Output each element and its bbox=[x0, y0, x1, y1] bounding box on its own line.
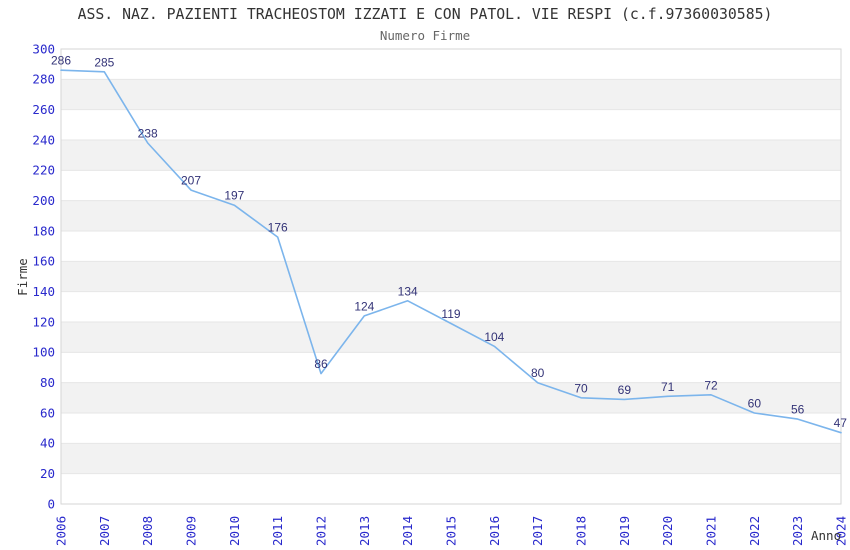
data-label: 124 bbox=[354, 299, 374, 313]
x-tick-label: 2006 bbox=[54, 516, 69, 546]
data-label: 56 bbox=[791, 403, 805, 417]
data-label: 72 bbox=[704, 378, 718, 392]
plot-band bbox=[61, 261, 841, 292]
x-axis-title: Anno bbox=[811, 528, 842, 543]
x-tick-label: 2017 bbox=[530, 516, 545, 546]
x-tick-label: 2015 bbox=[444, 516, 459, 546]
y-tick-label: 40 bbox=[40, 436, 55, 451]
plot-band bbox=[61, 322, 841, 353]
chart-title: ASS. NAZ. PAZIENTI TRACHEOSTOM IZZATI E … bbox=[77, 6, 773, 23]
x-tick-label: 2012 bbox=[314, 516, 329, 546]
plot-band bbox=[61, 140, 841, 171]
x-tick-label: 2024 bbox=[834, 516, 849, 546]
y-tick-label: 240 bbox=[32, 132, 55, 147]
y-tick-label: 280 bbox=[32, 72, 55, 87]
y-tick-label: 300 bbox=[32, 41, 55, 56]
y-tick-label: 20 bbox=[40, 466, 55, 481]
data-label: 86 bbox=[314, 357, 328, 371]
x-tick-label: 2011 bbox=[270, 516, 285, 546]
y-tick-label: 100 bbox=[32, 345, 55, 360]
chart-subtitle: Numero Firme bbox=[379, 28, 471, 43]
data-label: 70 bbox=[574, 381, 588, 395]
data-label: 104 bbox=[484, 330, 504, 344]
x-tick-label: 2018 bbox=[574, 516, 589, 546]
plot-band bbox=[61, 382, 841, 413]
data-label: 176 bbox=[268, 221, 288, 235]
y-axis-title: Firme bbox=[15, 258, 30, 296]
x-tick-label: 2022 bbox=[747, 516, 762, 546]
data-label: 119 bbox=[441, 307, 460, 321]
x-tick-label: 2021 bbox=[704, 516, 719, 546]
x-tick-label: 2016 bbox=[487, 516, 502, 546]
data-label: 60 bbox=[748, 397, 762, 411]
plot-band bbox=[61, 79, 841, 110]
y-tick-label: 260 bbox=[32, 102, 55, 117]
y-tick-label: 0 bbox=[47, 496, 55, 511]
data-label: 197 bbox=[224, 189, 244, 203]
plot-band bbox=[61, 443, 841, 474]
series-line bbox=[60, 69, 842, 434]
y-tick-label: 140 bbox=[32, 284, 55, 299]
y-tick-label: 80 bbox=[40, 375, 55, 390]
y-tick-label: 60 bbox=[40, 405, 55, 420]
data-label: 134 bbox=[398, 284, 418, 298]
data-label: 238 bbox=[138, 127, 158, 141]
plot-band bbox=[61, 200, 841, 231]
x-tick-label: 2009 bbox=[184, 516, 199, 546]
x-tick-label: 2014 bbox=[400, 516, 415, 546]
y-tick-label: 120 bbox=[32, 314, 55, 329]
x-tick-label: 2023 bbox=[790, 516, 805, 546]
y-tick-label: 160 bbox=[32, 254, 55, 269]
x-tick-label: 2020 bbox=[660, 516, 675, 546]
x-tick-label: 2013 bbox=[357, 516, 372, 546]
data-label: 285 bbox=[94, 55, 114, 69]
x-tick-label: 2007 bbox=[97, 516, 112, 546]
data-label: 69 bbox=[618, 383, 632, 397]
x-tick-label: 2010 bbox=[227, 516, 242, 546]
data-label: 47 bbox=[834, 416, 848, 430]
data-label: 71 bbox=[661, 380, 675, 394]
x-tick-label: 2008 bbox=[140, 516, 155, 546]
y-tick-label: 180 bbox=[32, 223, 55, 238]
y-tick-label: 200 bbox=[32, 193, 55, 208]
y-tick-label: 220 bbox=[32, 163, 55, 178]
x-tick-label: 2019 bbox=[617, 516, 632, 546]
data-label: 286 bbox=[51, 54, 71, 68]
data-label: 80 bbox=[531, 366, 545, 380]
plot-border bbox=[60, 48, 842, 505]
data-label: 207 bbox=[181, 174, 201, 188]
